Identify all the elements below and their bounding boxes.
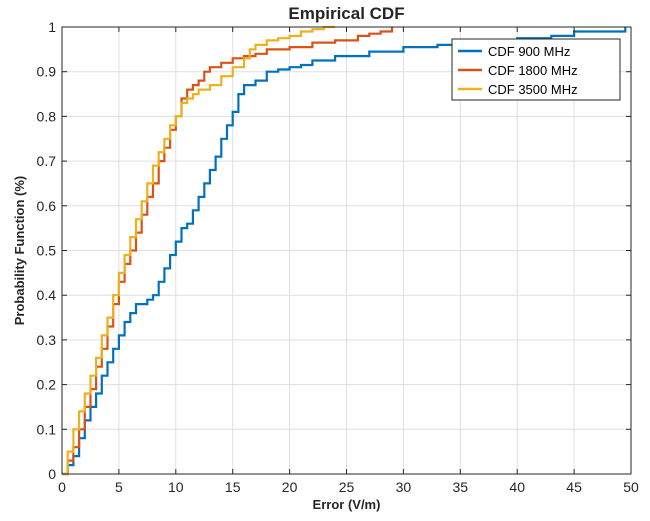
y-tick-label: 0.9 bbox=[37, 64, 57, 80]
y-tick-label: 0.3 bbox=[37, 332, 57, 348]
x-tick-label: 10 bbox=[168, 479, 184, 495]
y-tick-label: 0.4 bbox=[37, 287, 57, 303]
series-line-3 bbox=[62, 25, 336, 476]
x-tick-label: 40 bbox=[509, 479, 525, 495]
legend: CDF 900 MHz CDF 1800 MHz CDF 3500 MHz bbox=[451, 38, 621, 101]
y-tick-label: 0.5 bbox=[37, 243, 57, 259]
x-tick-label: 45 bbox=[566, 479, 582, 495]
y-tick-label: 0.7 bbox=[37, 153, 57, 169]
x-tick-label: 0 bbox=[58, 479, 66, 495]
series-line-1 bbox=[62, 27, 627, 476]
y-tick-label: 0.2 bbox=[37, 377, 57, 393]
ticks: 0 5 10 15 20 25 30 35 40 45 50 0 0.1 0.2 0.3 0.4 0.5 0.6 0… bbox=[37, 19, 639, 495]
x-axis-label: Error (V/m) bbox=[313, 497, 381, 512]
x-tick-label: 15 bbox=[225, 479, 241, 495]
x-tick-label: 35 bbox=[453, 479, 469, 495]
x-tick-label: 25 bbox=[339, 479, 355, 495]
x-tick-label: 20 bbox=[282, 479, 298, 495]
legend-entry-label: CDF 3500 MHz bbox=[488, 82, 578, 97]
legend-entry-label: CDF 900 MHz bbox=[488, 44, 570, 59]
x-tick-label: 50 bbox=[623, 479, 639, 495]
x-tick-label: 30 bbox=[396, 479, 412, 495]
y-tick-label: 0.8 bbox=[37, 108, 57, 124]
y-axis-label: Probability Function (%) bbox=[12, 176, 27, 326]
x-tick-label: 5 bbox=[115, 479, 123, 495]
y-tick-label: 0.1 bbox=[37, 421, 57, 437]
chart-title: Empirical CDF bbox=[288, 4, 404, 23]
y-tick-label: 0.6 bbox=[37, 198, 57, 214]
legend-entry-label: CDF 1800 MHz bbox=[488, 63, 578, 78]
y-tick-label: 1 bbox=[48, 19, 56, 35]
series-lines bbox=[62, 25, 627, 476]
y-tick-label: 0 bbox=[48, 466, 56, 482]
